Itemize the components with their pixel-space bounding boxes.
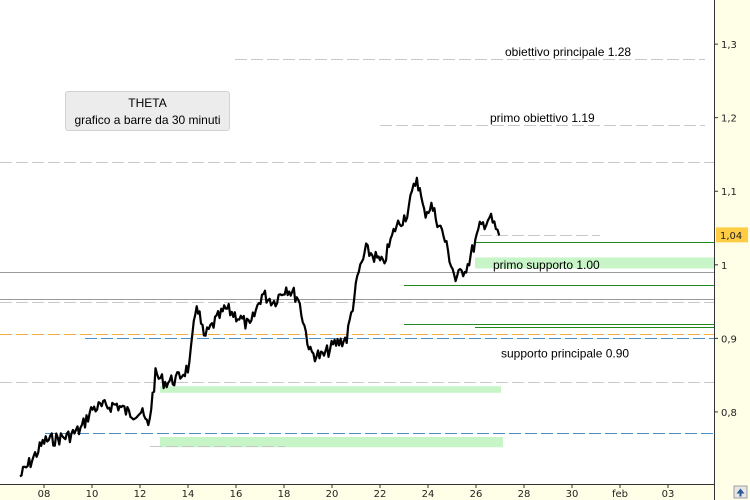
last-price-badge bbox=[716, 227, 748, 243]
support-zone bbox=[160, 386, 501, 393]
x-tick-label: 03 bbox=[662, 489, 675, 500]
chart-title-box: THETA grafico a barre da 30 minuti bbox=[65, 91, 230, 131]
support-zones bbox=[160, 257, 714, 448]
chart-title: THETA bbox=[128, 96, 167, 110]
y-tick-label: 1 bbox=[721, 261, 727, 272]
support-zone bbox=[160, 436, 503, 448]
x-tick-label: 20 bbox=[326, 489, 339, 500]
x-tick-label: 14 bbox=[182, 489, 195, 500]
x-tick-label: 24 bbox=[422, 489, 435, 500]
y-axis-panel bbox=[714, 0, 750, 500]
x-tick-label: 08 bbox=[38, 489, 51, 500]
y-tick-label: 1,2 bbox=[721, 114, 737, 125]
x-tick-label: 18 bbox=[278, 489, 291, 500]
scroll-arrow-icon[interactable] bbox=[733, 485, 748, 499]
x-tick-label: 28 bbox=[518, 489, 531, 500]
y-tick-label: 1,1 bbox=[721, 187, 737, 198]
y-tick-label: 0,8 bbox=[721, 408, 737, 419]
chart-subtitle: grafico a barre da 30 minuti bbox=[74, 113, 221, 127]
support-zone bbox=[475, 257, 714, 269]
annotation-label: primo obiettivo 1.19 bbox=[490, 111, 595, 125]
annotation-label: supporto principale 0.90 bbox=[501, 346, 629, 360]
price-series bbox=[19, 176, 501, 478]
x-axis-ticks: 08 10 12 14 16 18 20 22 24 26 28 30 feb 03 bbox=[38, 484, 675, 500]
x-tick-label: feb bbox=[612, 489, 628, 500]
x-tick-label: 30 bbox=[566, 489, 579, 500]
price-levels bbox=[0, 59, 714, 447]
annotation-label: primo supporto 1.00 bbox=[493, 258, 600, 272]
last-price-marker: 1,04 bbox=[716, 227, 748, 243]
annotation-label: obiettivo principale 1.28 bbox=[505, 45, 631, 59]
x-axis-panel bbox=[0, 484, 714, 500]
x-tick-label: 22 bbox=[374, 489, 387, 500]
y-tick-label: 0,9 bbox=[721, 334, 737, 345]
last-price-label: 1,04 bbox=[720, 231, 742, 242]
x-tick-label: 12 bbox=[134, 489, 147, 500]
x-tick-label: 16 bbox=[230, 489, 243, 500]
x-tick-label: 10 bbox=[86, 489, 99, 500]
x-tick-label: 26 bbox=[470, 489, 483, 500]
y-tick-label: 1,3 bbox=[721, 40, 737, 51]
level-annotations: obiettivo principale 1.28 primo obiettivo… bbox=[490, 45, 631, 361]
y-axis-ticks: 1,3 1,2 1,1 1 0,9 0,8 bbox=[714, 40, 737, 419]
price-line bbox=[19, 176, 501, 478]
